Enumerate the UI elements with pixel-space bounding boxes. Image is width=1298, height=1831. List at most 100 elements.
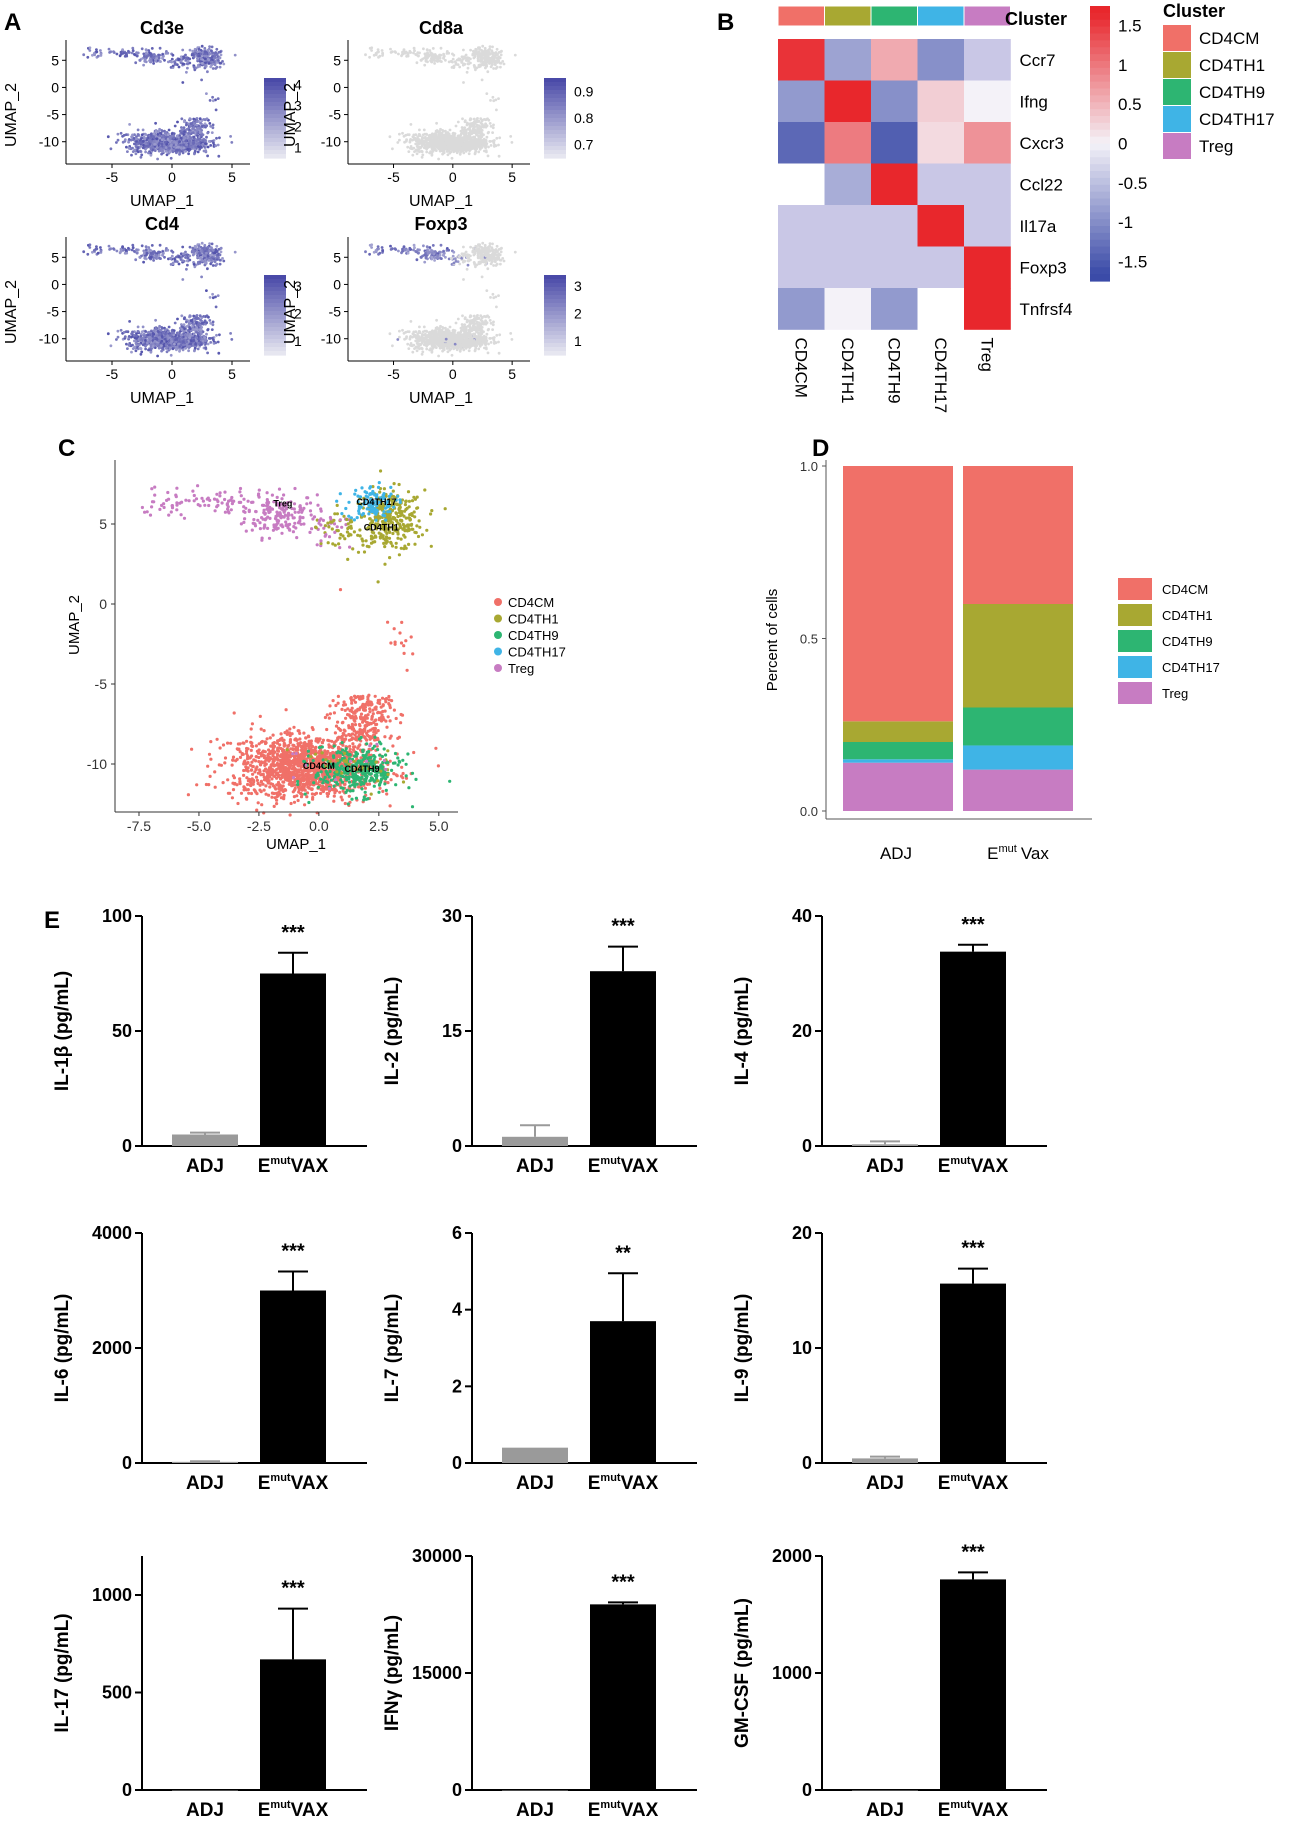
feature-cell — [192, 142, 195, 145]
feature-cell — [185, 56, 189, 59]
feature-cell — [487, 145, 490, 149]
feature-cell — [188, 344, 192, 348]
feature-cell — [210, 49, 213, 53]
feature-cell — [459, 143, 463, 147]
feature-cell — [206, 351, 210, 355]
feature-cell — [196, 57, 199, 60]
feature-cell — [131, 146, 134, 150]
feature-cell — [143, 59, 147, 62]
feature-cell — [174, 143, 178, 147]
feature-cell — [447, 133, 451, 137]
feature-cell — [149, 344, 153, 348]
colorbar-segment — [264, 138, 286, 143]
feature-cell — [469, 245, 472, 249]
feature-cell — [215, 262, 219, 266]
feature-cell — [469, 57, 472, 61]
feature-cell — [480, 146, 484, 149]
feature-cell — [469, 145, 473, 149]
feature-cell — [206, 245, 210, 249]
feature-cell — [498, 61, 502, 65]
colorbar-segment — [264, 351, 286, 356]
feature-cell — [149, 251, 153, 255]
feature-cell — [446, 153, 450, 157]
feature-cell — [106, 332, 110, 336]
feature-cell — [210, 328, 214, 331]
feature-cell — [177, 58, 181, 62]
feature-cell — [222, 259, 226, 263]
feature-cell — [423, 260, 427, 264]
feature-cell — [423, 63, 427, 67]
feature-cell — [191, 246, 195, 250]
feature-cell — [429, 136, 433, 140]
feature-cell — [472, 246, 475, 250]
feature-cell — [462, 252, 466, 256]
feature-cell — [158, 136, 162, 140]
feature-cell — [456, 120, 460, 124]
feature-cell — [192, 339, 195, 342]
feature-cell — [126, 347, 129, 350]
feature-cell — [152, 140, 156, 143]
feature-cell — [131, 343, 134, 347]
feature-cell — [416, 137, 419, 141]
feature-xlabel: UMAP_1 — [130, 193, 194, 210]
feature-cell — [497, 256, 501, 259]
feature-cell — [200, 44, 204, 48]
feature-cell — [169, 60, 173, 63]
feature-cell — [135, 337, 138, 340]
feature-cell — [218, 253, 222, 257]
feature-cell — [478, 54, 482, 58]
feature-cell — [214, 305, 218, 309]
feature-cell — [154, 130, 158, 134]
feature-cell — [370, 49, 373, 52]
feature-cell — [465, 139, 468, 143]
feature-cell — [192, 318, 196, 322]
feature-cell — [146, 134, 150, 138]
feature-y-tick-label: -10 — [321, 134, 341, 150]
feature-cell — [195, 320, 199, 324]
feature-cell — [214, 51, 218, 54]
feature-cell — [151, 332, 155, 335]
feature-x-tick-label: 5 — [228, 169, 236, 185]
feature-cell — [495, 136, 499, 140]
feature-cell — [378, 54, 382, 58]
feature-cell — [436, 146, 440, 149]
feature-cell — [199, 126, 202, 130]
feature-cell — [204, 346, 208, 350]
feature-cell — [195, 336, 199, 339]
feature-cell — [218, 56, 222, 60]
feature-cell — [199, 330, 203, 334]
feature-cell — [485, 124, 489, 128]
feature-cell — [204, 149, 208, 153]
feature-cell — [197, 47, 201, 51]
feature-cell — [143, 137, 147, 141]
feature-cell — [213, 260, 217, 264]
feature-cell — [491, 292, 495, 296]
feature-cell — [210, 253, 214, 257]
feature-cell — [213, 63, 217, 67]
feature-cell — [437, 157, 440, 161]
feature-cell — [158, 333, 162, 337]
feature-cell — [193, 244, 197, 248]
feature-cell — [164, 146, 168, 149]
feature-cell — [488, 242, 492, 246]
feature-cell — [187, 349, 191, 353]
feature-cell — [205, 135, 208, 139]
feature-cell — [477, 63, 481, 67]
feature-cell — [138, 255, 142, 259]
feature-cell — [135, 251, 139, 255]
colorbar-segment — [264, 82, 286, 87]
feature-cell — [442, 56, 445, 60]
feature-cell — [439, 243, 443, 247]
feature-cell — [153, 340, 157, 343]
feature-cell — [430, 52, 434, 56]
feature-cell — [412, 46, 416, 50]
feature-cell — [487, 48, 490, 52]
feature-cell — [493, 60, 496, 64]
feature-cell — [199, 52, 203, 56]
feature-cell — [145, 252, 149, 255]
feature-cell — [96, 251, 100, 255]
feature-cell — [95, 50, 99, 54]
feature-cell — [479, 131, 482, 135]
feature-cell — [461, 314, 464, 318]
